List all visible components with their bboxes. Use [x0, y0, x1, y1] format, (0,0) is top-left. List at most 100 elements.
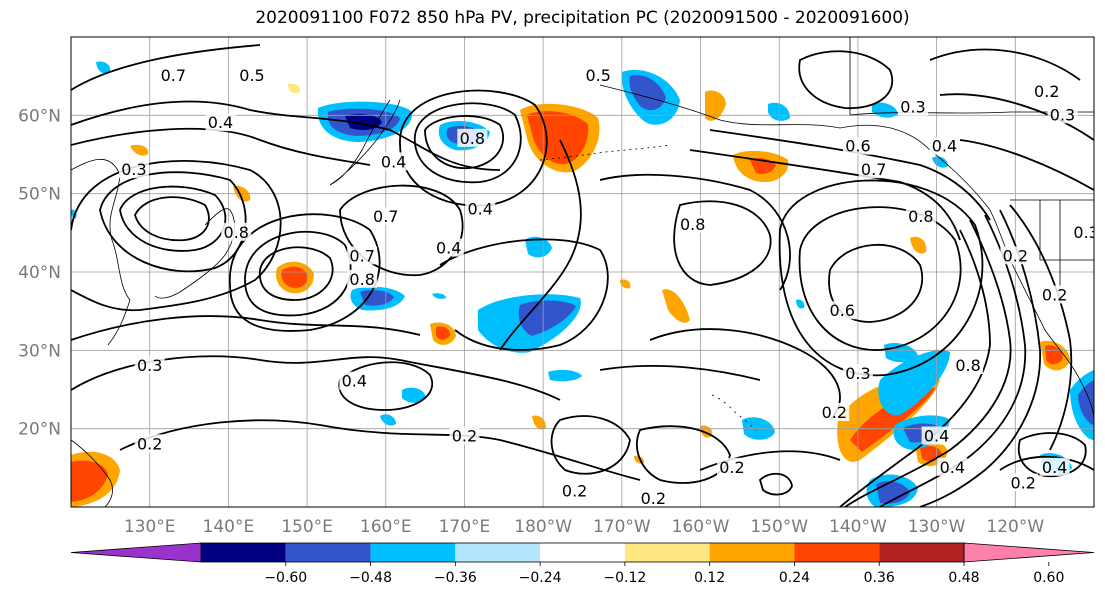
colorbar: −0.60 −0.48 −0.36 −0.24 −0.12 0.12 0.24 0.36 0.4…: [70, 542, 1095, 586]
pv-label-background: [134, 434, 165, 453]
lon-tick-label: 170°W: [593, 517, 651, 537]
pv-contour: [709, 129, 991, 221]
pv-label-background: [677, 215, 708, 233]
pv-label-background: [449, 426, 480, 445]
pv-contour-label: 0.7: [161, 66, 186, 85]
pv-contour-label: 0.2: [822, 403, 847, 422]
longitude-axis: 130°E 140°E 150°E 160°E 170°E 180°W 170°W 160°W…: [124, 517, 1045, 537]
pv-contour: [71, 44, 261, 91]
colorbar-max-extension: [963, 542, 1095, 563]
pv-label-background: [842, 136, 873, 155]
philippines-coastline: [71, 439, 113, 507]
pv-contour-label: 0.5: [586, 66, 611, 85]
colorbar-outline: [200, 542, 965, 563]
pv-label-background: [158, 66, 189, 85]
colorbar-segment: [879, 543, 964, 562]
lon-tick-label: 180°W: [514, 517, 572, 537]
pv-contour-label: 0.3: [1050, 105, 1075, 124]
lon-tick-label: 150°E: [281, 517, 333, 537]
pv-contour-label: 0.4: [940, 458, 965, 477]
colorbar-tick-label: −0.24: [519, 570, 562, 586]
pv-contour-labels: 0.7 0.5 0.4 0.3 0.8 0.4 0.7 0.8 0.7 0.8 0.4 0.4 0.5 0…: [118, 66, 1094, 508]
lat-tick-label: 40°N: [18, 263, 61, 283]
pv-contour-label: 0.2: [641, 489, 666, 508]
alaska-coastline: [599, 84, 991, 211]
map-title: 2020091100 F072 850 hPa PV, precipitatio…: [255, 8, 910, 28]
pv-contour: [259, 246, 334, 301]
pv-contour: [1009, 204, 1073, 451]
pv-label-background: [1039, 457, 1070, 476]
pv-label-background: [347, 269, 378, 288]
pv-label-background: [953, 356, 984, 374]
pv-contour: [71, 315, 421, 341]
lat-tick-label: 50°N: [18, 185, 61, 205]
colorbar-tick-label: 0.12: [694, 570, 725, 586]
pv-contour-label: 0.2: [562, 481, 587, 500]
pv-label-background: [118, 160, 149, 179]
pv-label-background: [134, 356, 165, 374]
pv-label-background: [638, 489, 669, 507]
pv-contour-label: 0.2: [1003, 246, 1028, 265]
pv-contour-label: 0.4: [467, 199, 492, 218]
colorbar-segment: [709, 543, 795, 562]
colorbar-tick-label: −0.48: [349, 570, 392, 586]
pv-contour-label: 0.3: [137, 356, 162, 375]
pv-contour: [414, 102, 522, 184]
lon-tick-label: 130°E: [124, 517, 176, 537]
aleutian-islands: [539, 144, 671, 161]
pv-label-background: [433, 238, 464, 257]
pv-label-background: [842, 363, 873, 382]
pv-label-background: [1039, 285, 1070, 304]
pv-contour-label: 0.6: [829, 301, 854, 320]
pv-contour-label: 0.7: [373, 207, 398, 226]
pv-label-background: [236, 66, 267, 85]
pv-contour-label: 0.2: [137, 434, 162, 453]
pv-contour: [649, 328, 841, 421]
pv-contour-label: 0.8: [908, 207, 933, 226]
pv-contour-label: 0.4: [932, 137, 957, 156]
lon-tick-label: 150°W: [750, 517, 808, 537]
pv-label-background: [205, 113, 236, 132]
pv-contour-label: 0.3: [121, 160, 146, 179]
pv-contour: [338, 361, 433, 411]
pv-contour-label: 0.2: [1042, 286, 1067, 305]
pv-label-background: [717, 457, 748, 476]
pv-contour: [424, 115, 505, 169]
lon-tick-label: 140°E: [203, 517, 255, 537]
pv-contour: [798, 206, 962, 351]
pv-label-background: [819, 403, 850, 421]
pv-contour-label: 0.4: [381, 152, 406, 171]
pv-contours: [71, 44, 1094, 507]
lon-tick-label: 170°E: [439, 517, 491, 537]
colorbar-segment: [624, 543, 710, 562]
pv-contour: [959, 139, 1094, 191]
pv-contour-label: 0.2: [1034, 82, 1059, 101]
pv-contour-label: 0.8: [460, 129, 485, 148]
pv-contour: [1017, 432, 1087, 478]
pv-label-background: [827, 301, 858, 320]
pv-contour: [599, 364, 761, 381]
pv-label-background: [898, 97, 929, 116]
pv-contour: [399, 89, 548, 207]
pv-label-background: [339, 371, 370, 390]
pv-contour: [758, 472, 793, 496]
pv-label-background: [465, 199, 496, 218]
colorbar-segment: [455, 543, 541, 562]
lon-tick-label: 160°W: [672, 517, 730, 537]
pv-contour-label: 0.6: [845, 137, 870, 156]
pv-contour-label: 0.8: [955, 356, 980, 375]
pv-contour: [119, 419, 641, 481]
colorbar-tick-label: 0.60: [1033, 570, 1064, 586]
lat-tick-label: 20°N: [18, 420, 61, 440]
pv-contour: [636, 425, 731, 484]
pv-label-background: [1071, 222, 1094, 241]
pv-label-background: [858, 160, 889, 179]
pv-contour: [673, 200, 772, 286]
pv-contour-label: 0.4: [342, 372, 367, 391]
pv-label-background: [905, 207, 936, 226]
pv-label-background: [347, 246, 378, 265]
colorbar-tick-label: 0.36: [864, 570, 895, 586]
pv-label-background: [1047, 105, 1078, 124]
pv-label-background: [1000, 246, 1031, 265]
pv-label-background: [221, 222, 252, 241]
